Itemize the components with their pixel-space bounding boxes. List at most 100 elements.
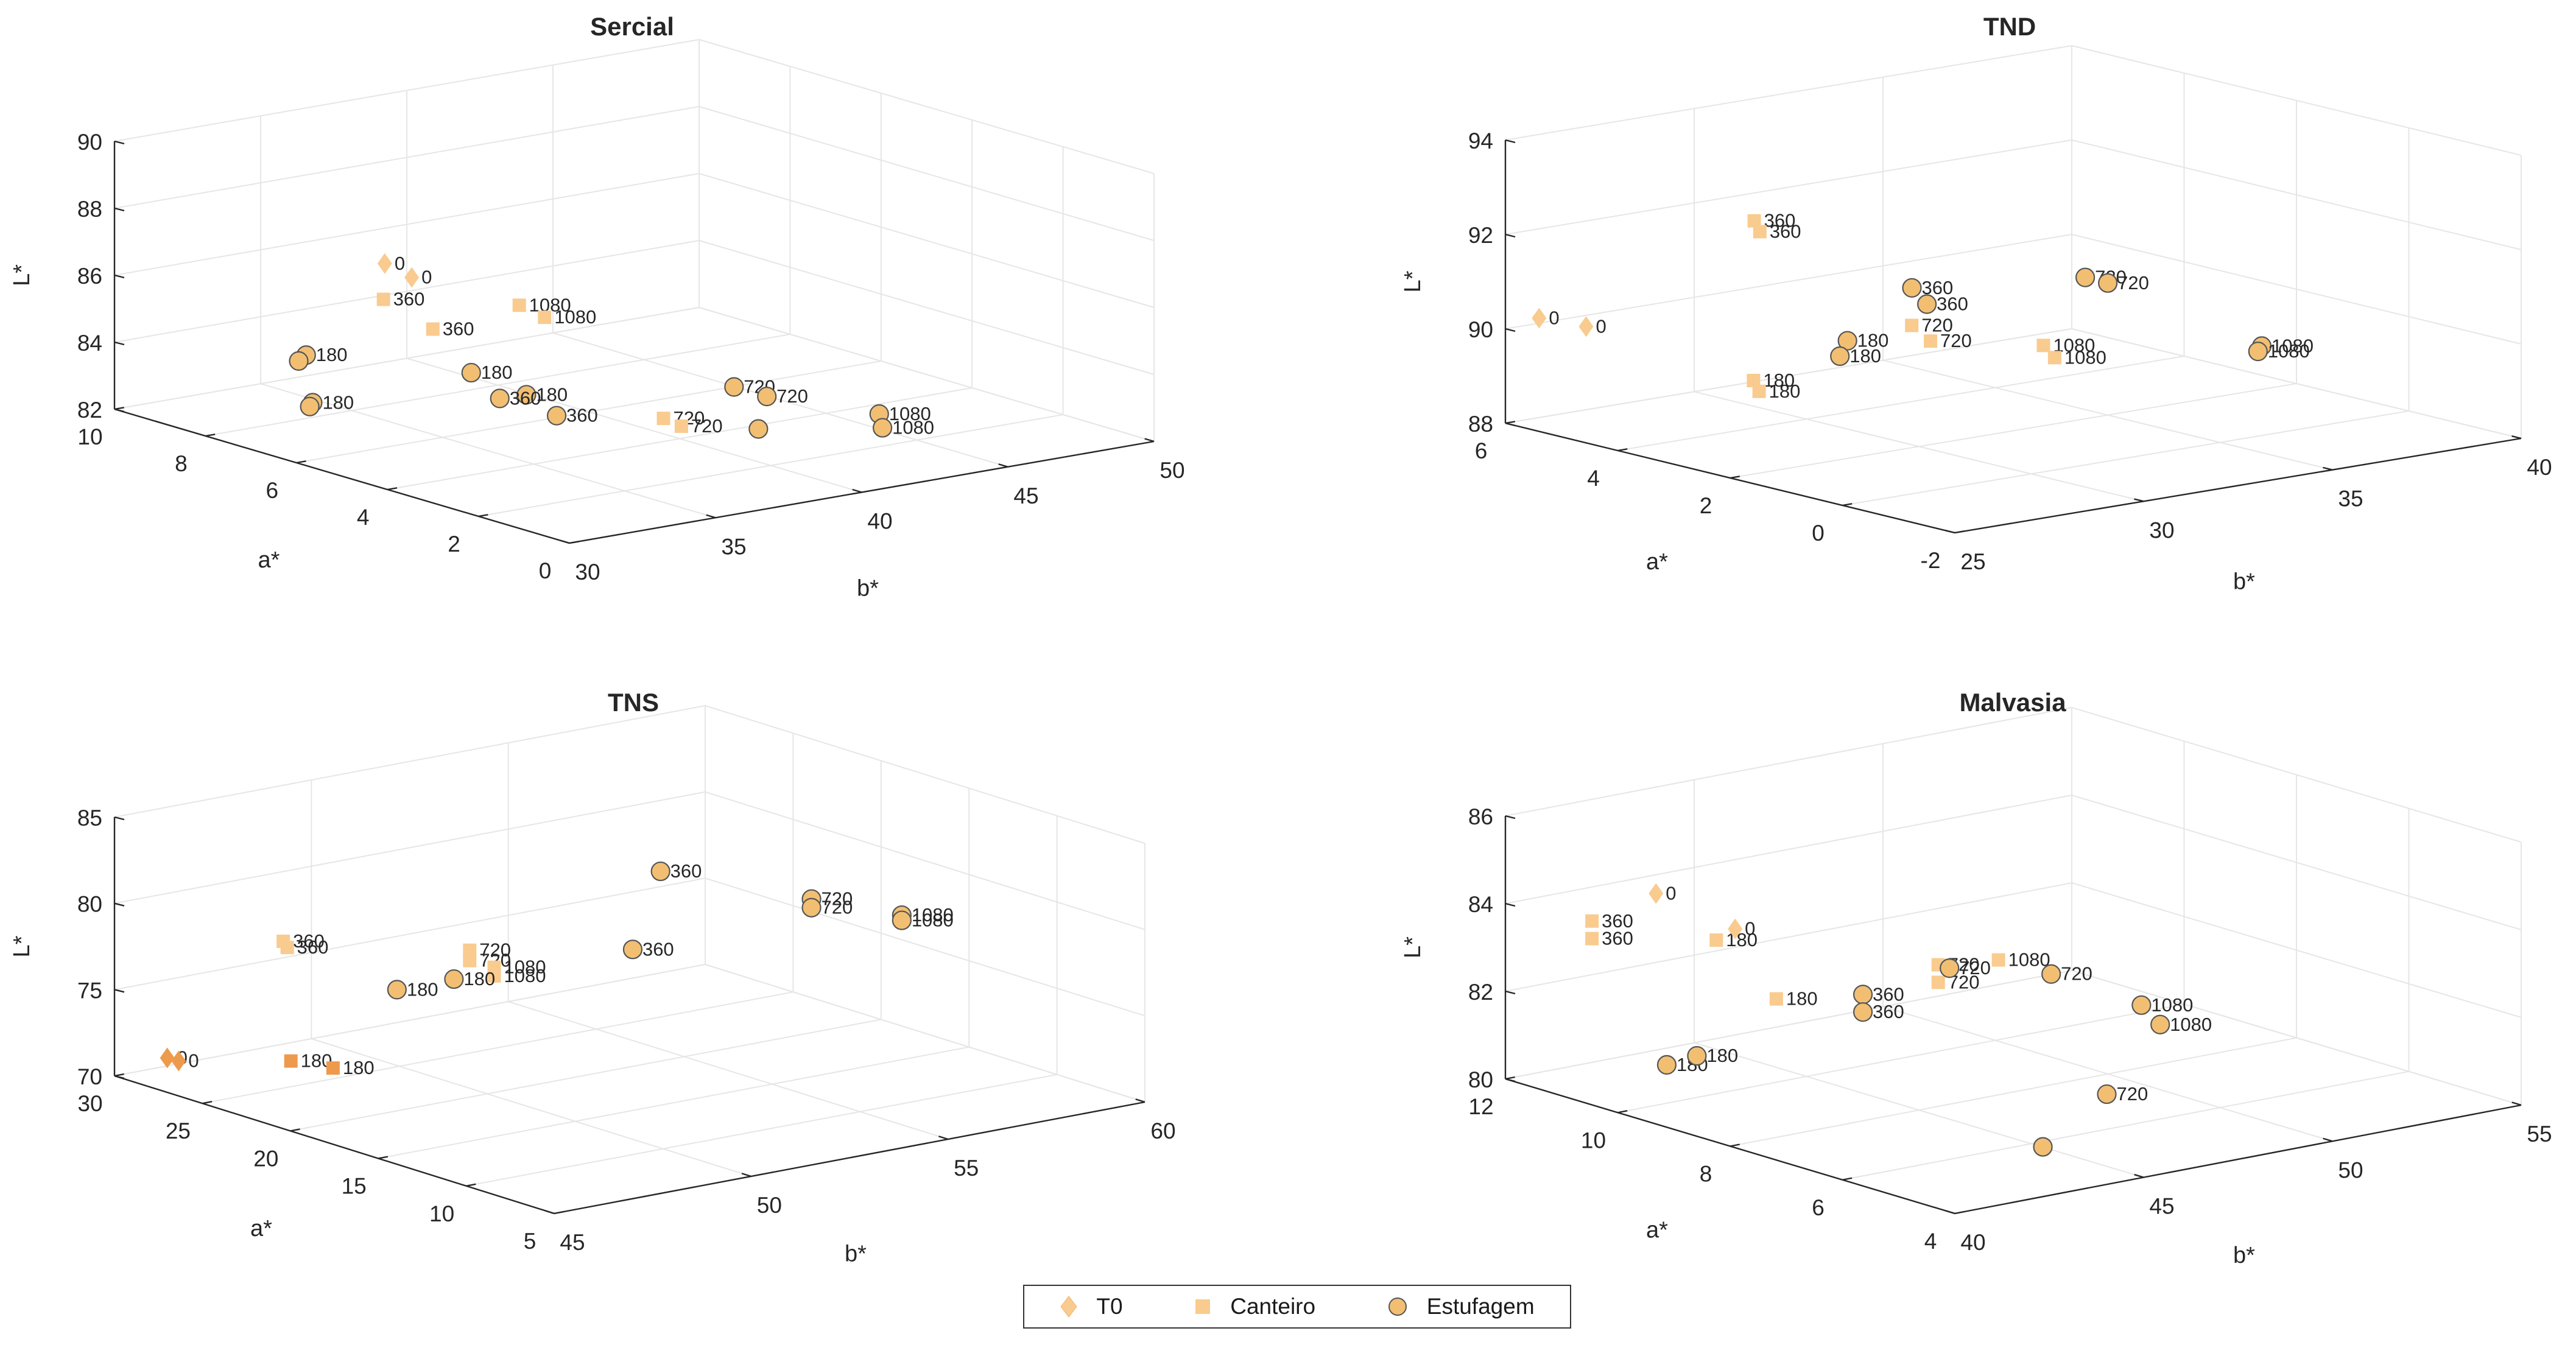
side-grid-line: [2071, 139, 2522, 250]
a-tick: [205, 434, 216, 437]
estufagem-point: [757, 387, 777, 407]
a-tick: [290, 1128, 300, 1132]
a-axis-label: a*: [250, 1216, 272, 1241]
l-tick-label: 86: [77, 264, 102, 289]
a-tick-label: 0: [539, 558, 552, 583]
point-label: 1080: [2170, 1014, 2212, 1035]
canteiro-point: [1905, 318, 1919, 332]
estufagem-point: [1830, 346, 1850, 367]
floor-grid-line: [202, 991, 794, 1104]
l-tick: [1505, 902, 1516, 907]
back-grid-line: [1505, 795, 2072, 904]
b-tick-label: 50: [2338, 1157, 2363, 1182]
point-label: 1080: [2272, 335, 2314, 356]
side-grid-line: [705, 877, 1145, 1017]
point-label: 180: [407, 978, 438, 1000]
canteiro-point: [512, 298, 526, 312]
estufagem-point: [1853, 985, 1873, 1005]
point-label: 1080: [504, 957, 546, 978]
l-tick: [114, 989, 125, 993]
point-label: 180: [1786, 988, 1818, 1010]
side-grid-line: [699, 307, 1155, 442]
estufagem-point: [1687, 1045, 1707, 1066]
floor-grid-line: [1617, 356, 2184, 451]
circle-marker-icon: [1388, 1298, 1407, 1316]
back-grid-line: [114, 705, 706, 818]
canteiro-point: [1991, 953, 2005, 967]
diamond-marker-icon: [1060, 1296, 1077, 1318]
point-label: 360: [297, 936, 329, 958]
b-tick-label: 35: [721, 534, 746, 559]
estufagem-point: [748, 419, 769, 439]
estufagem-point: [650, 861, 670, 882]
l-tick: [114, 140, 125, 145]
l-tick: [114, 207, 125, 212]
side-grid-line: [705, 964, 1145, 1103]
a-tick-label: 20: [253, 1146, 278, 1171]
back-grid-line: [114, 173, 700, 276]
b-axis-line: [1954, 1104, 2522, 1215]
estufagem-point: [2248, 342, 2268, 362]
canteiro-point: [1585, 914, 1599, 928]
point-label: 180: [1769, 381, 1801, 402]
l-axis-label: L*: [1400, 936, 1426, 958]
a-tick: [1730, 1143, 1740, 1147]
canteiro-point: [1709, 933, 1723, 947]
b-tick: [2511, 435, 2522, 440]
point-label: 180: [536, 384, 568, 405]
point-label: 360: [1764, 210, 1796, 231]
side-grid-line: [2071, 234, 2522, 345]
floor-grid-line: [1730, 383, 2297, 479]
point-label: 1080: [912, 904, 954, 925]
estufagem-point: [1940, 958, 1960, 978]
back-grid-line: [114, 240, 700, 343]
l-tick-label: 84: [77, 331, 102, 356]
point-label: 180: [1763, 370, 1795, 391]
back-grid-line: [114, 877, 706, 991]
t0-point: [377, 253, 392, 274]
canteiro-point: [1769, 992, 1783, 1006]
a-tick: [114, 1073, 124, 1077]
a-tick-label: 2: [1700, 493, 1712, 518]
side-grid-line: [699, 240, 1155, 375]
point-label: 720: [1940, 330, 1972, 351]
l-tick-label: 70: [77, 1064, 102, 1089]
floor-grid-line: [378, 1046, 970, 1159]
a-tick: [466, 1183, 476, 1187]
estufagem-point: [461, 362, 481, 383]
point-label: 1080: [2064, 346, 2106, 368]
a-tick-label: 10: [77, 424, 102, 449]
estufagem-point: [622, 939, 643, 960]
b-tick: [560, 539, 570, 544]
b-tick-label: 45: [1013, 483, 1038, 508]
a-tick-label: 10: [429, 1201, 454, 1226]
back-grid-line: [1505, 882, 2072, 992]
a-tick: [1505, 1076, 1515, 1080]
l-tick: [114, 902, 125, 907]
point-label: 1080: [889, 403, 931, 424]
l-axis-label: L*: [1400, 270, 1426, 292]
a-tick: [387, 487, 398, 491]
point-label: 0: [188, 1050, 199, 1071]
back-grid-line: [114, 106, 700, 209]
canteiro-point: [280, 941, 294, 955]
panel-tnd: 88909294-2024625303540a*b*L*TND180180360…: [1400, 12, 2552, 595]
b-tick: [706, 514, 716, 519]
estufagem-point: [801, 897, 822, 918]
l-tick-label: 80: [77, 892, 102, 917]
a-tick-label: 4: [1587, 466, 1600, 491]
t0-point: [1649, 883, 1664, 904]
point-label: 180: [343, 1057, 375, 1078]
estufagem-point: [490, 388, 510, 409]
a-tick: [1617, 448, 1628, 452]
side-grid-line: [705, 791, 1145, 930]
legend-label-t0: T0: [1096, 1294, 1123, 1319]
b-tick-label: 45: [2149, 1194, 2174, 1219]
side-grid-line: [2071, 970, 2522, 1106]
b-tick: [1144, 438, 1155, 443]
estufagem-point: [2097, 1084, 2117, 1104]
estufagem-point: [546, 406, 567, 426]
l-tick-label: 86: [1468, 804, 1493, 829]
canteiro-point: [1747, 214, 1761, 228]
estufagem-point: [1853, 1002, 1873, 1022]
